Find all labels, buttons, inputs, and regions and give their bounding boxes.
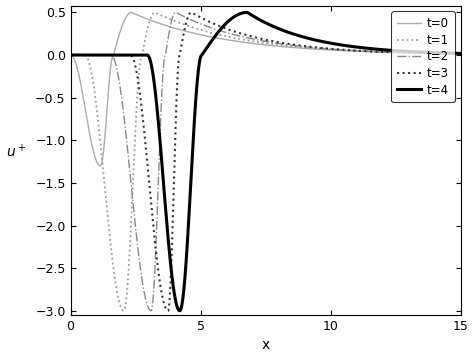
t=0 [458,52,464,56]
t=2 [359,49,365,53]
t=2 [138,274,144,278]
t=0 [389,50,394,54]
t=1 [359,49,365,53]
t=2 [217,28,222,33]
t=3 [189,10,194,15]
X-axis label: x: x [261,338,270,352]
t=4 [68,53,73,57]
t=0 [302,46,308,50]
t=4 [217,28,222,33]
t=3 [138,103,144,107]
t=4 [177,309,182,313]
t=1 [152,10,158,15]
t=2 [389,50,394,54]
t=1 [389,50,394,54]
Line: t=1: t=1 [71,13,461,311]
t=1 [302,45,308,49]
t=1 [68,53,73,57]
t=1 [138,53,144,58]
t=1 [458,52,464,56]
Line: t=0: t=0 [71,13,461,166]
t=4 [359,45,365,50]
t=3 [302,44,308,48]
t=3 [359,49,365,53]
t=4 [389,48,394,53]
t=1 [121,309,127,313]
t=0 [359,49,365,54]
t=2 [68,53,73,57]
Line: t=3: t=3 [71,13,461,311]
t=2 [321,47,327,51]
t=2 [148,309,154,313]
Line: t=2: t=2 [71,13,461,311]
t=1 [217,33,222,37]
t=4 [245,10,250,15]
t=0 [68,53,73,57]
t=3 [458,52,464,56]
t=0 [98,164,103,168]
t=1 [321,47,327,51]
t=3 [321,46,327,50]
t=0 [129,10,135,15]
t=0 [321,48,327,52]
t=4 [321,40,327,44]
t=4 [302,35,308,39]
Line: t=4: t=4 [71,13,461,311]
t=3 [389,50,394,54]
t=4 [458,51,464,55]
t=2 [302,44,308,49]
Legend: t=0, t=1, t=2, t=3, t=4: t=0, t=1, t=2, t=3, t=4 [391,11,455,102]
t=2 [458,52,464,56]
t=3 [217,24,222,28]
t=0 [217,37,222,41]
t=4 [138,53,144,57]
t=3 [68,53,73,57]
t=2 [173,10,179,15]
Y-axis label: $u^+$: $u^+$ [6,143,26,160]
t=0 [139,15,145,19]
t=3 [165,309,171,313]
